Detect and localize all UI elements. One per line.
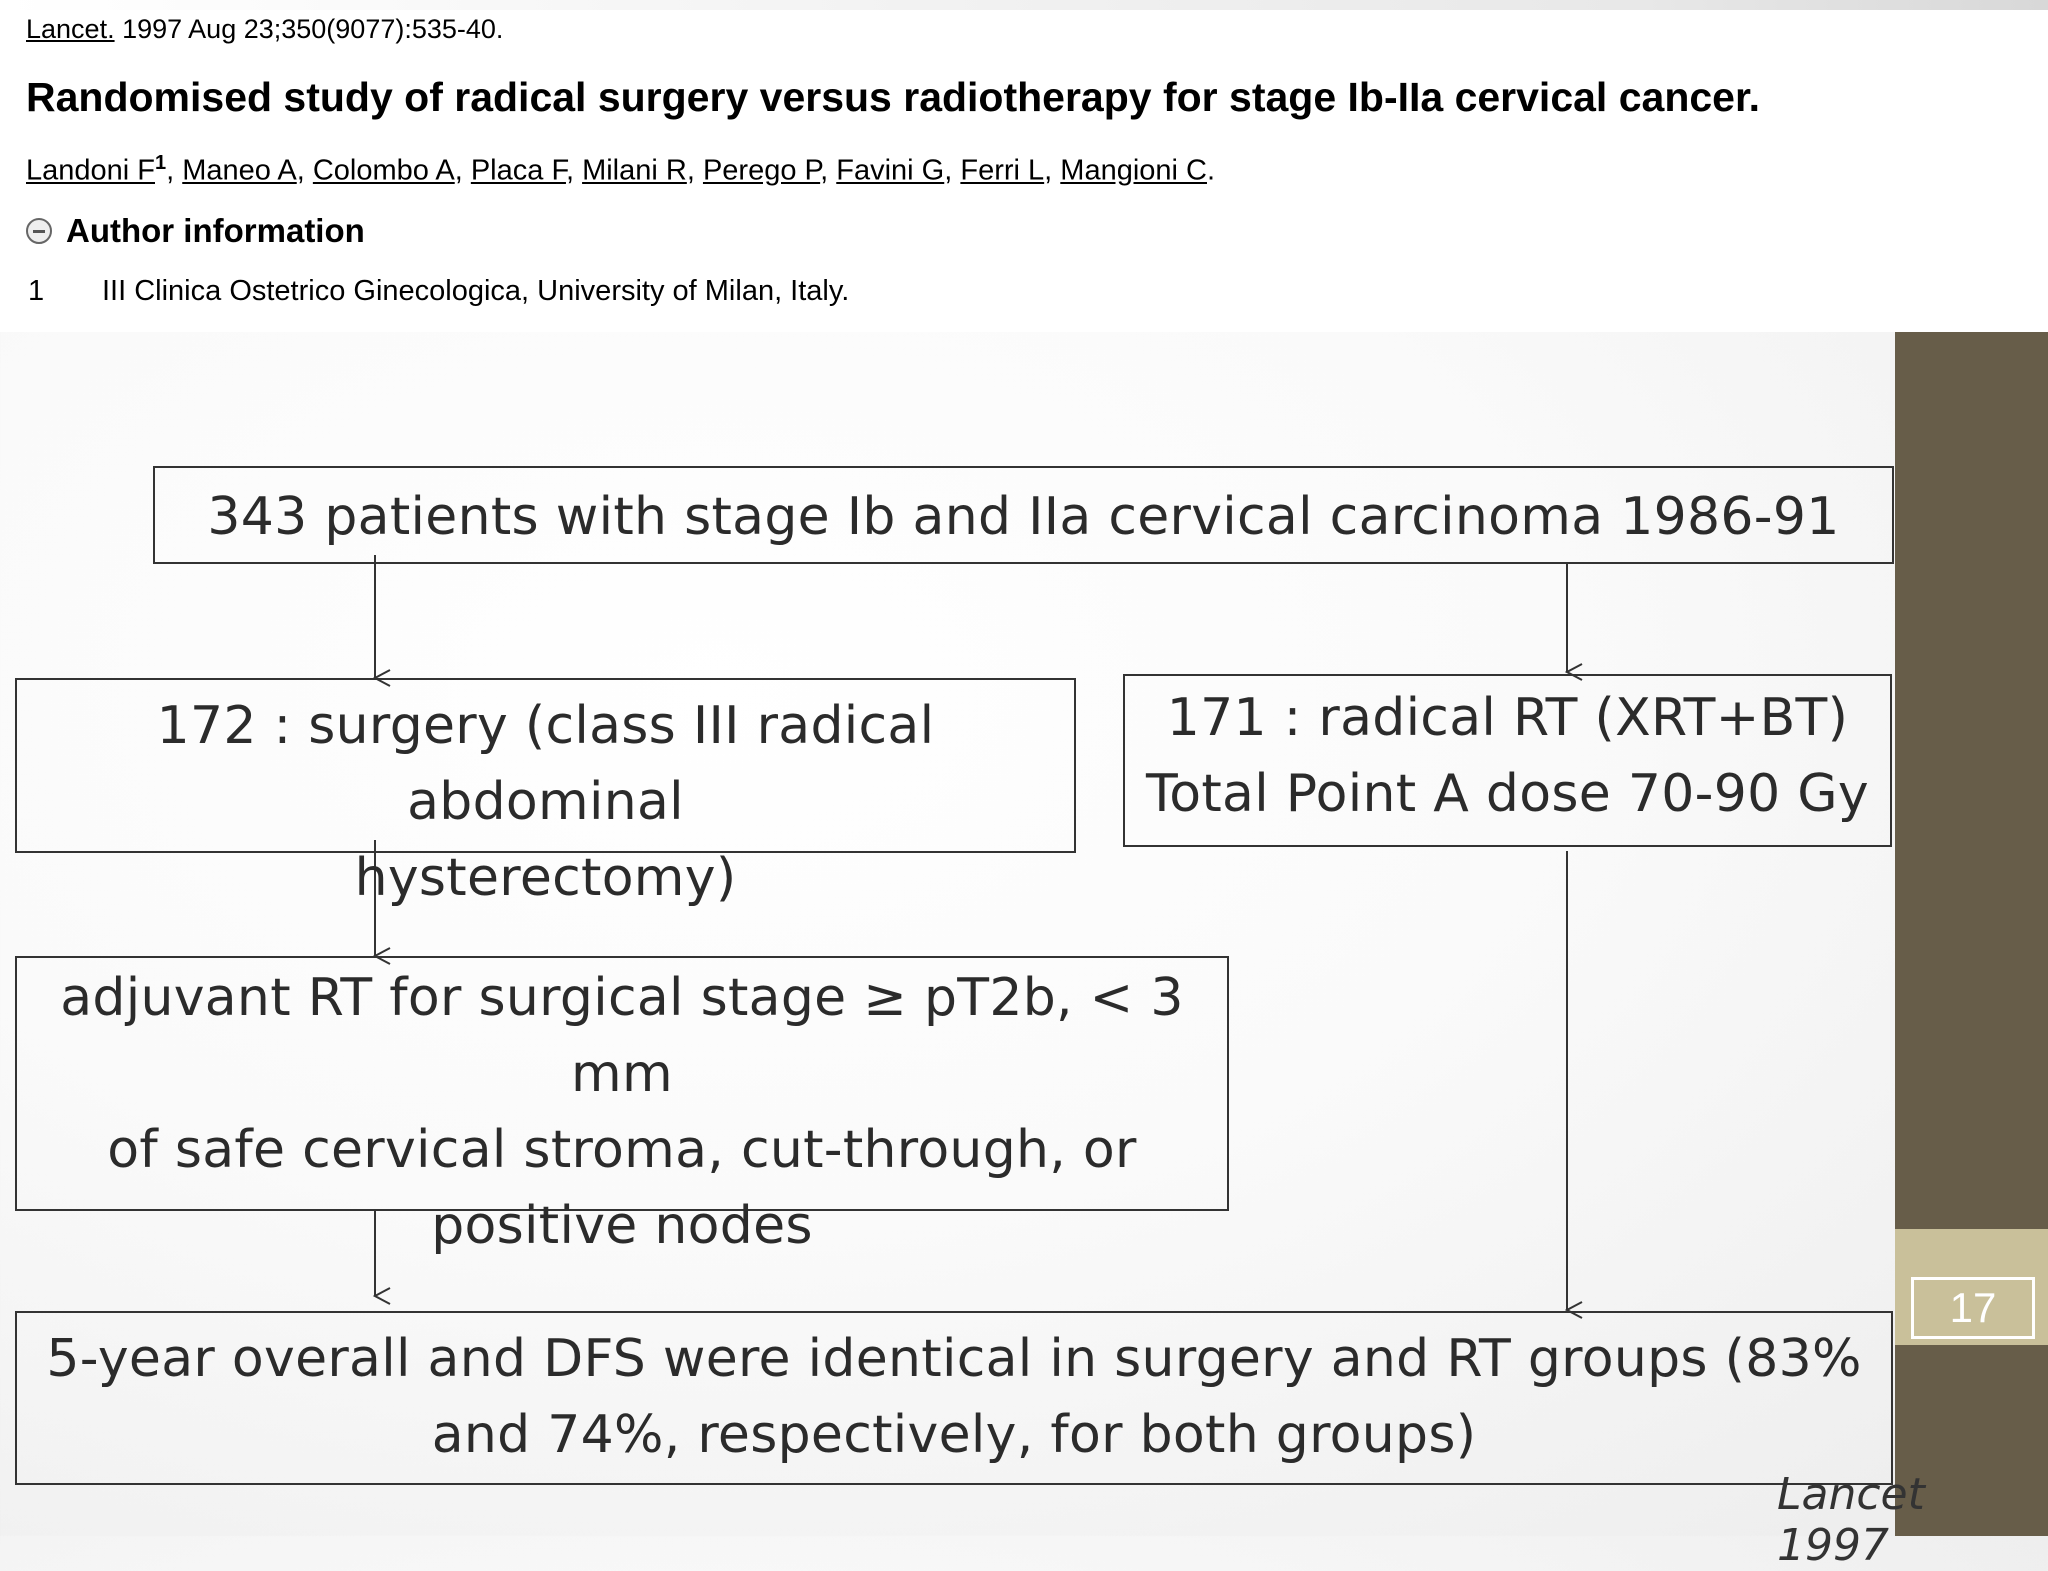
- paper-title: Randomised study of radical surgery vers…: [26, 74, 1761, 120]
- sidebar-decoration: [1895, 1345, 2048, 1536]
- journal-link[interactable]: Lancet.: [26, 14, 115, 44]
- slide-number: 17: [1911, 1277, 2035, 1339]
- affiliation-number: 1: [28, 275, 45, 307]
- box-line: 5-year overall and DFS were identical in…: [46, 1329, 1862, 1389]
- sidebar-accent-band: [1895, 1229, 2048, 1345]
- author-link[interactable]: Landoni F: [26, 154, 155, 187]
- pubmed-citation: Lancet. 1997 Aug 23;350(9077):535-40. Ra…: [0, 0, 2048, 332]
- box-line: positive nodes: [431, 1196, 813, 1256]
- outcome-box: 5-year overall and DFS were identical in…: [15, 1311, 1893, 1485]
- author-information-label: Author information: [66, 212, 365, 249]
- box-line: 171 : radical RT (XRT+BT): [1166, 688, 1849, 748]
- author-link[interactable]: Maneo A: [182, 154, 297, 187]
- citation-details: 1997 Aug 23;350(9077):535-40.: [122, 14, 504, 44]
- box-line: adjuvant RT for surgical stage ≥ pT2b, <…: [60, 968, 1184, 1104]
- adjuvant-rt-box: adjuvant RT for surgical stage ≥ pT2b, <…: [15, 956, 1229, 1256]
- flow-arrows: [0, 555, 2048, 1536]
- affiliation-marker: 1: [155, 152, 167, 174]
- author-link[interactable]: Perego P: [702, 154, 821, 187]
- affiliation-text: III Clinica Ostetrico Ginecologica, Univ…: [102, 275, 850, 307]
- radiotherapy-arm-box: 171 : radical RT (XRT+BT) Total Point A …: [1123, 674, 1892, 847]
- author-list: Landoni F1, Maneo A, Colombo A, Placa F,…: [26, 152, 1216, 187]
- journal-citation: Lancet. 1997 Aug 23;350(9077):535-40.: [26, 14, 503, 45]
- author-link[interactable]: Ferri L: [960, 154, 1045, 187]
- author-information-toggle[interactable]: Author information: [26, 212, 365, 250]
- enrollment-box: 343 patients with stage Ib and IIa cervi…: [153, 466, 1894, 564]
- surgery-arm-box: 172 : surgery (class III radical abdomin…: [15, 678, 1076, 908]
- box-line: Total Point A dose 70-90 Gy: [1146, 764, 1869, 824]
- collapse-icon[interactable]: [26, 218, 52, 244]
- author-link[interactable]: Milani R: [582, 154, 687, 187]
- citation-top-edge: [0, 0, 2048, 10]
- box-line: of safe cervical stroma, cut-through, or: [107, 1120, 1137, 1180]
- sidebar-decoration: [1895, 332, 2048, 1229]
- box-line: hysterectomy): [354, 848, 737, 908]
- author-link[interactable]: Favini G: [836, 154, 945, 187]
- author-link[interactable]: Placa F: [470, 154, 566, 187]
- author-link[interactable]: Mangioni C: [1060, 154, 1207, 187]
- box-line: 172 : surgery (class III radical abdomin…: [156, 696, 935, 832]
- box-line: and 74%, respectively, for both groups): [431, 1405, 1477, 1465]
- source-note: Lancet 1997: [1777, 1469, 1925, 1571]
- author-link[interactable]: Colombo A: [312, 154, 455, 187]
